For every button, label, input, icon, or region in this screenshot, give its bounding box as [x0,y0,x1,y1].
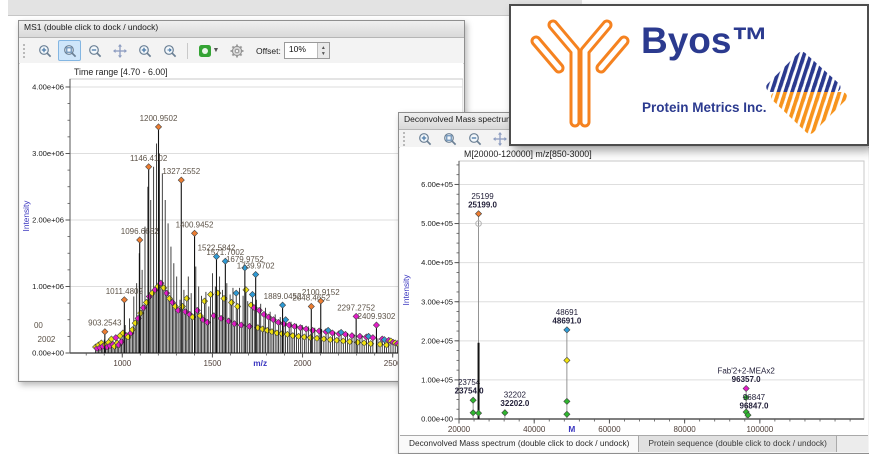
deconvolved-tabbar: Deconvolved Mass spectrum (double click … [400,435,868,452]
svg-text:2002: 2002 [38,335,56,344]
svg-text:1522.5842: 1522.5842 [198,244,236,253]
svg-text:25199: 25199 [471,192,494,201]
svg-text:32202: 32202 [504,391,527,400]
ms1-chart-area: 0.00e+00 1.00e+06 2.00e+06 3.00e+06 4.00e+06… [20,63,463,380]
svg-text:M: M [568,424,575,434]
svg-text:1200.9502: 1200.9502 [140,114,178,123]
product-name: Byos™ [641,20,769,61]
svg-text:6.00e+05: 6.00e+05 [421,180,453,189]
svg-text:Time range [4.70 - 6.00]: Time range [4.70 - 6.00] [74,67,168,77]
offset-input[interactable]: 10% ▲ ▼ [283,42,330,59]
tab-deconvolved-mass-spectrum[interactable]: Deconvolved Mass spectrum (double click … [400,436,640,452]
svg-text:25199.0: 25199.0 [468,200,497,209]
svg-text:00: 00 [34,321,43,330]
svg-text:40000: 40000 [523,425,546,434]
ms1-spectrum-chart[interactable]: 0.00e+00 1.00e+06 2.00e+06 3.00e+06 4.00e+06… [20,63,463,379]
svg-text:60000: 60000 [598,425,621,434]
pan-icon[interactable] [488,128,511,149]
svg-text:3.00e+05: 3.00e+05 [421,297,453,306]
byos-logo-card: Byos™ Protein Metrics Inc. [509,4,869,146]
svg-text:2000: 2000 [294,359,312,368]
svg-text:2409.9302: 2409.9302 [358,312,396,321]
svg-text:1.00e+06: 1.00e+06 [32,282,64,291]
zoom-box-icon[interactable] [438,128,461,149]
svg-text:23754: 23754 [458,378,481,387]
svg-text:m/z: m/z [253,358,267,368]
snapshot-icon[interactable]: ▼ [194,40,223,61]
svg-text:1739.9702: 1739.9702 [237,262,275,271]
svg-text:1500: 1500 [204,359,222,368]
svg-text:1571.7002: 1571.7002 [206,248,244,257]
toolbar-separator [187,42,188,59]
svg-text:80000: 80000 [674,425,697,434]
svg-text:M[20000-120000] m/z[850-3000]: M[20000-120000] m/z[850-3000] [464,149,592,159]
svg-text:1011.4802: 1011.4802 [106,287,144,296]
ms1-titlebar[interactable]: MS1 (double click to dock / undock) [19,21,464,38]
zoom-forward-icon[interactable] [158,40,181,61]
svg-text:2048.4652: 2048.4652 [292,293,330,302]
zoom-in-icon[interactable] [133,40,156,61]
tab-protein-sequence[interactable]: Protein sequence (double click to dock /… [639,436,837,452]
svg-text:2.00e+06: 2.00e+06 [32,216,64,225]
zoom-out-icon[interactable] [83,40,106,61]
settings-icon[interactable] [225,40,248,61]
deconvolved-chart-area: 0.00e+00 1.00e+05 2.00e+05 3.00e+05 4.00e+05… [400,147,868,436]
svg-text:903.2543: 903.2543 [88,319,122,328]
protein-metrics-diamond-icon [766,51,847,134]
company-name: Protein Metrics Inc. [642,100,767,115]
svg-text:1146.4102: 1146.4102 [130,154,168,163]
app-background-strip [8,0,582,16]
ms1-toolbar: ▼ Offset: 10% ▲ ▼ [19,38,464,64]
svg-text:0.00e+00: 0.00e+00 [32,349,64,358]
toolbar-drag-handle[interactable] [403,131,408,146]
svg-text:1400.9452: 1400.9452 [176,220,214,229]
svg-text:Intensity: Intensity [21,200,31,232]
svg-text:1889.0452: 1889.0452 [264,292,302,301]
antibody-icon [530,19,630,128]
offset-spinner[interactable]: ▲ ▼ [316,43,329,58]
svg-text:Intensity: Intensity [401,274,411,306]
svg-text:2100.9152: 2100.9152 [302,288,340,297]
svg-text:96847: 96847 [743,393,766,402]
zoom-out-icon[interactable] [463,128,486,149]
svg-text:1096.6652: 1096.6652 [121,227,159,236]
deconvolved-spectrum-chart[interactable]: 0.00e+00 1.00e+05 2.00e+05 3.00e+05 4.00e+05… [400,147,868,436]
svg-text:48691: 48691 [556,308,579,317]
ms1-window: MS1 (double click to dock / undock) ▼ Off… [18,20,465,382]
offset-value[interactable]: 10% [288,44,306,54]
svg-text:5.00e+05: 5.00e+05 [421,219,453,228]
ms1-title: MS1 (double click to dock / undock) [24,22,159,32]
offset-label: Offset: [256,45,281,56]
svg-text:96847.0: 96847.0 [740,402,769,411]
svg-text:2500: 2500 [384,359,402,368]
svg-text:2.00e+05: 2.00e+05 [421,336,453,345]
svg-text:1.00e+05: 1.00e+05 [421,376,453,385]
svg-text:1327.2552: 1327.2552 [162,167,200,176]
svg-text:0.00e+00: 0.00e+00 [421,415,453,424]
offset-control: Offset: 10% ▲ ▼ [256,42,330,59]
svg-text:32202.0: 32202.0 [500,399,529,408]
zoom-box-icon[interactable] [58,40,81,61]
toolbar-drag-handle[interactable] [23,43,28,58]
svg-text:2297.2752: 2297.2752 [337,303,375,312]
deconvolved-window: Deconvolved Mass spectrum (double click … [398,112,869,454]
svg-text:4.00e+05: 4.00e+05 [421,258,453,267]
svg-text:96357.0: 96357.0 [732,375,761,384]
svg-text:20000: 20000 [448,425,471,434]
zoom-fit-icon[interactable] [33,40,56,61]
svg-text:1679.9752: 1679.9752 [226,255,264,264]
svg-text:4.00e+06: 4.00e+06 [32,83,64,92]
svg-text:48691.0: 48691.0 [552,316,581,325]
pan-icon[interactable] [108,40,131,61]
zoom-fit-icon[interactable] [413,128,436,149]
svg-text:1000: 1000 [113,359,131,368]
svg-text:Fab'2+2-MEAx2: Fab'2+2-MEAx2 [717,367,775,376]
svg-text:100000: 100000 [746,425,773,434]
svg-text:3.00e+06: 3.00e+06 [32,149,64,158]
svg-text:23754.0: 23754.0 [455,387,484,396]
